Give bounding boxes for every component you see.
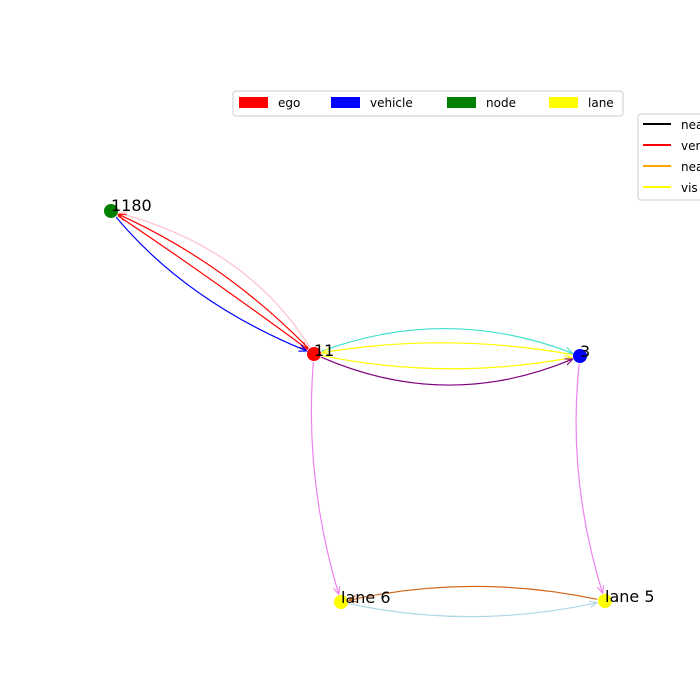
edge-legend-label-2: ver [681, 139, 700, 153]
edge-legend-label-1: nea [681, 118, 700, 132]
edge-11-to-lane6-8 [310, 361, 338, 594]
edge-11-to-3-7 [321, 356, 572, 386]
edge-legend-item-4: vis [643, 181, 698, 195]
edge-1180-to-11-3 [115, 216, 306, 351]
node-lane-6-marker [334, 595, 348, 609]
edge-lane5-to-lane6-10 [349, 585, 598, 600]
node-lane-5: lane 5 [598, 587, 655, 608]
legend-item-lane: lane [549, 96, 614, 110]
edge-legend-item-2: ver [643, 139, 700, 153]
edge-3-to-11-5 [322, 342, 573, 355]
legend-label-ego: ego [278, 96, 300, 110]
edge-layer [115, 213, 603, 618]
legend-label-lane: lane [588, 96, 614, 110]
node-lane-6-label: lane 6 [341, 588, 391, 607]
legend-swatch-node [447, 97, 476, 108]
node-3-marker [573, 349, 587, 363]
legend-swatch-ego [239, 97, 268, 108]
edge-11-to-1180-0 [119, 213, 311, 348]
node-layer: 1180 11 3 lane 6 lane 5 [104, 196, 655, 609]
node-11-marker [307, 347, 321, 361]
legend-item-node: node [447, 96, 516, 110]
node-11: 11 [307, 341, 334, 361]
edge-11-to-1180-1 [118, 214, 309, 349]
legend-swatch-lane [549, 97, 578, 108]
node-type-legend: ego vehicle node lane [232, 90, 624, 117]
legend-item-vehicle: vehicle [331, 96, 413, 110]
edge-legend-label-3: nea [681, 160, 700, 174]
node-lane-5-label: lane 5 [605, 587, 655, 606]
legend-swatch-vehicle [331, 97, 360, 108]
edge-11-to-3-4 [321, 328, 573, 354]
edge-11-to-3-6 [321, 355, 572, 370]
node-11-label: 11 [314, 341, 334, 360]
edge-1180-to-11-2 [117, 214, 308, 349]
edge-legend-item-3: nea [643, 160, 700, 174]
node-lane-6: lane 6 [334, 588, 391, 609]
edge-3-to-lane5-9 [575, 363, 603, 593]
legend-label-node: node [486, 96, 516, 110]
legend-label-vehicle: vehicle [370, 96, 413, 110]
edge-legend-item-1: nea [643, 118, 700, 132]
node-1180-marker [104, 204, 118, 218]
legend-item-ego: ego [239, 96, 300, 110]
node-3: 3 [573, 342, 590, 363]
node-lane-5-marker [598, 594, 612, 608]
node-1180-label: 1180 [111, 196, 152, 215]
edge-legend-label-4: vis [681, 181, 698, 195]
node-3-label: 3 [580, 342, 590, 361]
node-1180: 1180 [104, 196, 152, 218]
edge-type-legend: nea ver nea vis [637, 113, 700, 201]
edge-lane6-to-lane5-11 [348, 603, 597, 618]
